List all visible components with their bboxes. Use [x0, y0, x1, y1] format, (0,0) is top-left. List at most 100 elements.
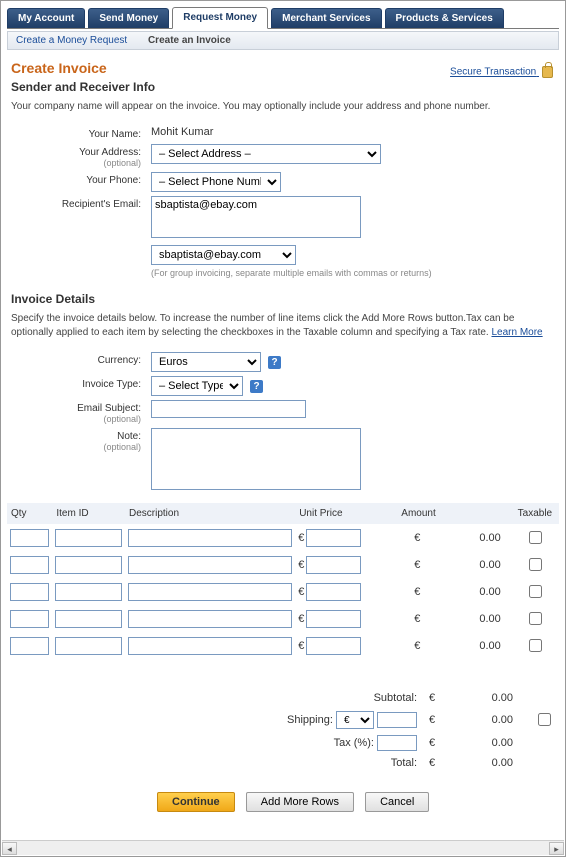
currency-symbol: €	[429, 692, 469, 704]
secure-transaction-link[interactable]: Secure Transaction	[450, 66, 553, 78]
amount-value: 0.00	[479, 640, 500, 652]
shipping-currency-select[interactable]: €	[336, 711, 374, 729]
unit-price-input[interactable]	[306, 583, 361, 601]
optional-label: (optional)	[11, 442, 141, 452]
scroll-track[interactable]	[17, 842, 549, 855]
shipping-amount-input[interactable]	[377, 712, 417, 728]
qty-input[interactable]	[10, 583, 49, 601]
scroll-right-arrow[interactable]: ▸	[549, 842, 564, 855]
unit-price-input[interactable]	[306, 637, 361, 655]
your-name-value: Mohit Kumar	[151, 126, 555, 140]
tax-percent-input[interactable]	[377, 735, 417, 751]
your-phone-label: Your Phone:	[11, 172, 151, 192]
button-row: Continue Add More Rows Cancel	[157, 792, 559, 812]
horizontal-scrollbar[interactable]: ◂ ▸	[2, 840, 564, 855]
currency-symbol: €	[429, 714, 469, 726]
add-more-rows-button[interactable]: Add More Rows	[246, 792, 354, 812]
top-nav: My Account Send Money Request Money Merc…	[7, 5, 559, 29]
currency-symbol: €	[298, 613, 306, 625]
email-subject-label: Email Subject:	[77, 403, 141, 414]
learn-more-link[interactable]: Learn More	[491, 327, 542, 338]
qty-input[interactable]	[10, 610, 49, 628]
col-taxable: Taxable	[511, 503, 559, 524]
invoice-type-select[interactable]: – Select Type –	[151, 376, 243, 396]
optional-label: (optional)	[11, 414, 141, 424]
amount-value: 0.00	[479, 586, 500, 598]
unit-price-input[interactable]	[306, 529, 361, 547]
table-row: €€0.00	[7, 524, 559, 551]
address-select[interactable]: – Select Address –	[151, 144, 381, 164]
currency-select[interactable]: Euros	[151, 352, 261, 372]
shipping-label: Shipping:	[287, 714, 333, 726]
taxable-checkbox[interactable]	[529, 531, 542, 544]
currency-symbol: €	[298, 586, 306, 598]
invoice-details-desc: Specify the invoice details below. To in…	[11, 312, 555, 340]
help-icon[interactable]: ?	[268, 356, 281, 369]
description-input[interactable]	[128, 610, 292, 628]
email-subject-input[interactable]	[151, 400, 306, 418]
cancel-button[interactable]: Cancel	[365, 792, 429, 812]
subnav-create-money-request[interactable]: Create a Money Request	[16, 35, 127, 46]
qty-input[interactable]	[10, 637, 49, 655]
recipient-email-textarea[interactable]: sbaptista@ebay.com	[151, 196, 361, 238]
item-id-input[interactable]	[55, 529, 122, 547]
tab-my-account[interactable]: My Account	[7, 8, 85, 28]
recipient-email-select[interactable]: sbaptista@ebay.com	[151, 245, 296, 265]
item-id-input[interactable]	[55, 556, 122, 574]
qty-input[interactable]	[10, 556, 49, 574]
currency-symbol: €	[414, 532, 422, 544]
subnav-create-invoice[interactable]: Create an Invoice	[148, 35, 231, 46]
sub-nav: Create a Money Request Create an Invoice	[7, 31, 559, 50]
note-label: Note:	[117, 431, 141, 442]
qty-input[interactable]	[10, 529, 49, 547]
lock-icon	[542, 66, 553, 78]
currency-symbol: €	[414, 559, 422, 571]
recipient-email-label: Recipient's Email:	[11, 196, 151, 241]
note-textarea[interactable]	[151, 428, 361, 490]
description-input[interactable]	[128, 529, 292, 547]
taxable-checkbox[interactable]	[529, 558, 542, 571]
unit-price-input[interactable]	[306, 556, 361, 574]
section-invoice-details-title: Invoice Details	[11, 292, 555, 306]
help-icon[interactable]: ?	[250, 380, 263, 393]
shipping-value: 0.00	[469, 714, 529, 726]
tax-label: Tax (%):	[334, 737, 374, 749]
tab-request-money[interactable]: Request Money	[172, 7, 268, 29]
taxable-checkbox[interactable]	[529, 612, 542, 625]
your-name-label: Your Name:	[11, 126, 151, 140]
currency-symbol: €	[429, 757, 469, 769]
continue-button[interactable]: Continue	[157, 792, 235, 812]
table-row: €€0.00	[7, 632, 559, 659]
scroll-left-arrow[interactable]: ◂	[2, 842, 17, 855]
currency-symbol: €	[298, 640, 306, 652]
description-input[interactable]	[128, 583, 292, 601]
col-description: Description	[125, 503, 295, 524]
table-row: €€0.00	[7, 551, 559, 578]
description-input[interactable]	[128, 637, 292, 655]
shipping-taxable-checkbox[interactable]	[538, 713, 551, 726]
secure-transaction-label: Secure Transaction	[450, 67, 536, 78]
phone-select[interactable]: – Select Phone Number –	[151, 172, 281, 192]
group-invoice-hint: (For group invoicing, separate multiple …	[151, 268, 555, 278]
totals-block: Subtotal: € 0.00 Shipping: € € 0.00	[7, 689, 559, 772]
currency-symbol: €	[414, 586, 422, 598]
taxable-checkbox[interactable]	[529, 585, 542, 598]
line-items-table: Qty Item ID Description Unit Price Amoun…	[7, 503, 559, 659]
tab-send-money[interactable]: Send Money	[88, 8, 169, 28]
col-qty: Qty	[7, 503, 52, 524]
item-id-input[interactable]	[55, 637, 122, 655]
col-unit-price: Unit Price	[295, 503, 397, 524]
subtotal-label: Subtotal:	[7, 692, 429, 704]
total-value: 0.00	[469, 757, 529, 769]
unit-price-input[interactable]	[306, 610, 361, 628]
item-id-input[interactable]	[55, 583, 122, 601]
description-input[interactable]	[128, 556, 292, 574]
table-row: €€0.00	[7, 605, 559, 632]
tab-merchant-services[interactable]: Merchant Services	[271, 8, 381, 28]
amount-value: 0.00	[479, 613, 500, 625]
amount-value: 0.00	[479, 559, 500, 571]
taxable-checkbox[interactable]	[529, 639, 542, 652]
item-id-input[interactable]	[55, 610, 122, 628]
currency-label: Currency:	[11, 352, 151, 372]
tab-products-services[interactable]: Products & Services	[385, 8, 504, 28]
